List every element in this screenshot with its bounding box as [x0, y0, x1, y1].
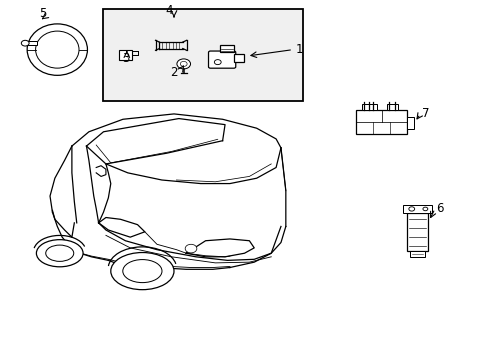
Text: 2: 2 — [170, 66, 177, 79]
Circle shape — [180, 62, 187, 66]
Circle shape — [214, 60, 221, 64]
Circle shape — [185, 244, 197, 253]
Bar — [386, 104, 397, 111]
Circle shape — [408, 207, 414, 211]
Text: 5: 5 — [39, 8, 46, 21]
Bar — [103, 9, 302, 102]
Bar — [407, 213, 427, 251]
Text: 6: 6 — [436, 202, 443, 215]
Text: 1: 1 — [295, 43, 303, 56]
Ellipse shape — [46, 245, 74, 261]
Ellipse shape — [36, 31, 79, 68]
Bar — [407, 117, 413, 129]
Bar — [402, 205, 431, 213]
Bar — [26, 41, 37, 45]
Text: 4: 4 — [165, 4, 173, 17]
Bar — [233, 54, 244, 62]
Bar — [362, 104, 376, 111]
Text: 7: 7 — [421, 107, 428, 120]
Bar — [119, 50, 132, 60]
Bar — [409, 251, 425, 257]
Circle shape — [422, 207, 427, 211]
Ellipse shape — [122, 260, 162, 283]
Ellipse shape — [27, 24, 87, 75]
Bar — [356, 111, 407, 134]
Ellipse shape — [111, 252, 174, 290]
Circle shape — [21, 40, 29, 46]
Ellipse shape — [36, 240, 83, 267]
Bar — [220, 45, 233, 53]
Text: 3: 3 — [122, 52, 129, 65]
Circle shape — [177, 59, 190, 69]
FancyBboxPatch shape — [208, 51, 235, 68]
